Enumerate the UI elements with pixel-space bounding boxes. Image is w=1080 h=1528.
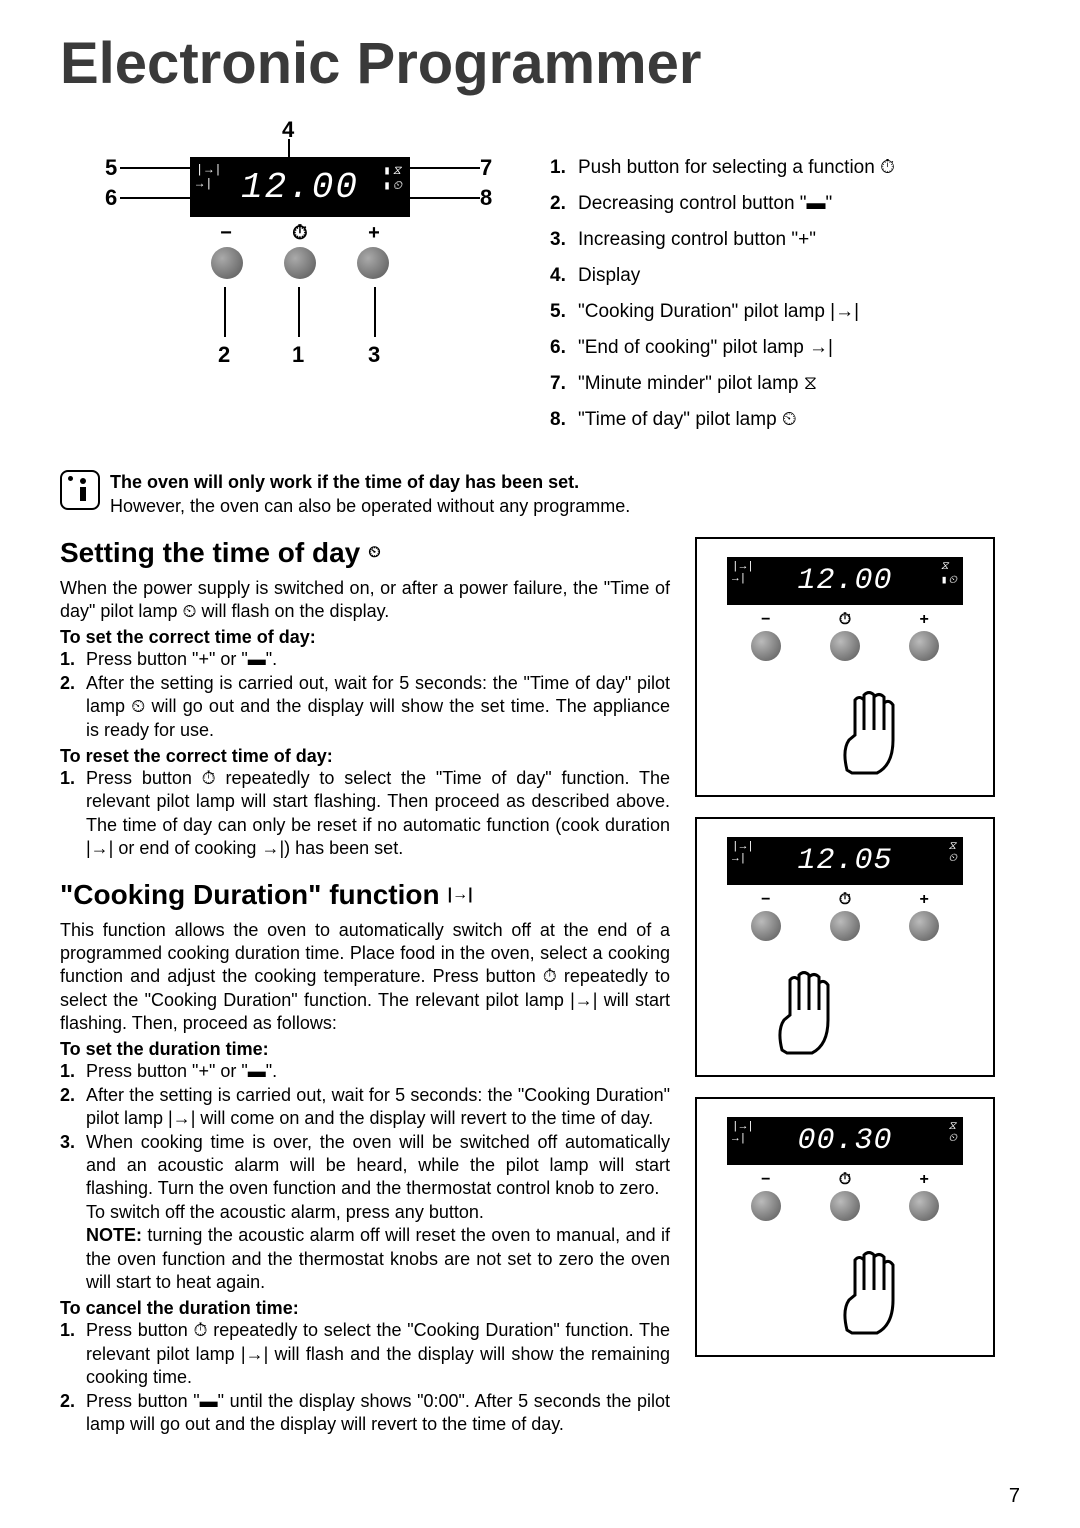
- legend-item-4: 4.Display: [550, 265, 1020, 287]
- set-time-subhead: To set the correct time of day:: [60, 627, 670, 648]
- cancel-duration-subhead: To cancel the duration time:: [60, 1298, 670, 1319]
- legend-item-8: 8."Time of day" pilot lamp ⏲: [550, 409, 1020, 431]
- set-duration-step-2: 2.After the setting is carried out, wait…: [60, 1084, 670, 1131]
- set-duration-step-1: 1.Press button "+" or "▬".: [60, 1060, 670, 1083]
- mini-panel-3: |→|→| 00.30 ⧖⏲ −⏱+: [695, 1097, 995, 1357]
- main-indicators-right: ▮⧖▮⏲: [383, 163, 404, 193]
- main-indicators-left: |→|→|: [196, 163, 224, 191]
- mini-display-3: |→|→| 00.30 ⧖⏲: [727, 1117, 963, 1165]
- main-display: |→|→| 12.00 ▮⧖▮⏲: [190, 157, 410, 217]
- cancel-duration-step-1: 1.Press button ⏱ repeatedly to select th…: [60, 1319, 670, 1389]
- set-duration-subhead: To set the duration time:: [60, 1039, 670, 1060]
- legend-item-6: 6."End of cooking" pilot lamp →|: [550, 337, 1020, 359]
- minus-button-circle: [211, 247, 243, 279]
- set-duration-step-3: 3. When cooking time is over, the oven w…: [60, 1131, 670, 1295]
- plus-button-circle: [357, 247, 389, 279]
- legend: 1.Push button for selecting a function ⏱…: [550, 117, 1020, 445]
- hand-icon: [837, 685, 957, 780]
- main-content: Setting the time of day⏲ When the power …: [60, 537, 1020, 1437]
- clock-symbol: ⏱: [292, 222, 308, 245]
- button-circles: [190, 247, 410, 279]
- diagram-label-5: 5: [105, 155, 117, 181]
- info-text: The oven will only work if the time of d…: [110, 470, 630, 519]
- setting-time-heading: Setting the time of day⏲: [60, 537, 670, 569]
- diagram-label-3: 3: [368, 342, 380, 368]
- legend-item-1: 1.Push button for selecting a function ⏱: [550, 157, 1020, 179]
- set-time-step-1: 1.Press button "+" or "▬".: [60, 648, 670, 671]
- setting-time-intro: When the power supply is switched on, or…: [60, 577, 670, 624]
- programmer-diagram: 4 5 6 7 8 2 1 3 |→|→| 12.00 ▮⧖▮⏲ − ⏱: [60, 117, 520, 445]
- plus-symbol: +: [368, 222, 380, 245]
- diagram-label-1: 1: [292, 342, 304, 368]
- mini-panel-2: |→|→| 12.05 ⧖⏲ −⏱+: [695, 817, 995, 1077]
- text-column: Setting the time of day⏲ When the power …: [60, 537, 670, 1437]
- top-section: 4 5 6 7 8 2 1 3 |→|→| 12.00 ▮⧖▮⏲ − ⏱: [60, 117, 1020, 445]
- set-time-step-2: 2.After the setting is carried out, wait…: [60, 672, 670, 742]
- hand-icon: [772, 965, 892, 1060]
- page-number: 7: [1009, 1485, 1020, 1508]
- legend-item-5: 5."Cooking Duration" pilot lamp |→|: [550, 301, 1020, 323]
- mini-display-1: |→|→| 12.00 ⧖▮⏲: [727, 557, 963, 605]
- hand-icon: [837, 1245, 957, 1340]
- main-display-time: 12.00: [241, 167, 359, 208]
- illustration-column: |→|→| 12.00 ⧖▮⏲ −⏱+ |→|→| 12.05 ⧖⏲ −⏱+: [695, 537, 1020, 1437]
- diagram-label-2: 2: [218, 342, 230, 368]
- cooking-duration-heading: "Cooking Duration" function|→|: [60, 879, 670, 911]
- cancel-duration-step-2: 2.Press button "▬" until the display sho…: [60, 1390, 670, 1437]
- page-title: Electronic Programmer: [60, 30, 1020, 97]
- diagram-label-8: 8: [480, 185, 492, 211]
- clock-icon: ⏲: [368, 544, 380, 562]
- legend-item-7: 7."Minute minder" pilot lamp ⧖: [550, 373, 1020, 395]
- reset-time-step-1: 1.Press button ⏱ repeatedly to select th…: [60, 767, 670, 861]
- legend-item-2: 2.Decreasing control button "▬": [550, 193, 1020, 215]
- minus-symbol: −: [220, 222, 232, 245]
- mini-panel-1: |→|→| 12.00 ⧖▮⏲ −⏱+: [695, 537, 995, 797]
- clock-button-circle: [284, 247, 316, 279]
- info-callout: The oven will only work if the time of d…: [60, 470, 1020, 519]
- cooking-duration-intro: This function allows the oven to automat…: [60, 919, 670, 1036]
- diagram-label-6: 6: [105, 185, 117, 211]
- legend-item-3: 3.Increasing control button "+": [550, 229, 1020, 251]
- button-symbols: − ⏱ +: [190, 222, 410, 245]
- info-icon: [60, 470, 100, 510]
- duration-icon: |→|: [448, 886, 473, 904]
- reset-time-subhead: To reset the correct time of day:: [60, 746, 670, 767]
- mini-display-2: |→|→| 12.05 ⧖⏲: [727, 837, 963, 885]
- diagram-label-7: 7: [480, 155, 492, 181]
